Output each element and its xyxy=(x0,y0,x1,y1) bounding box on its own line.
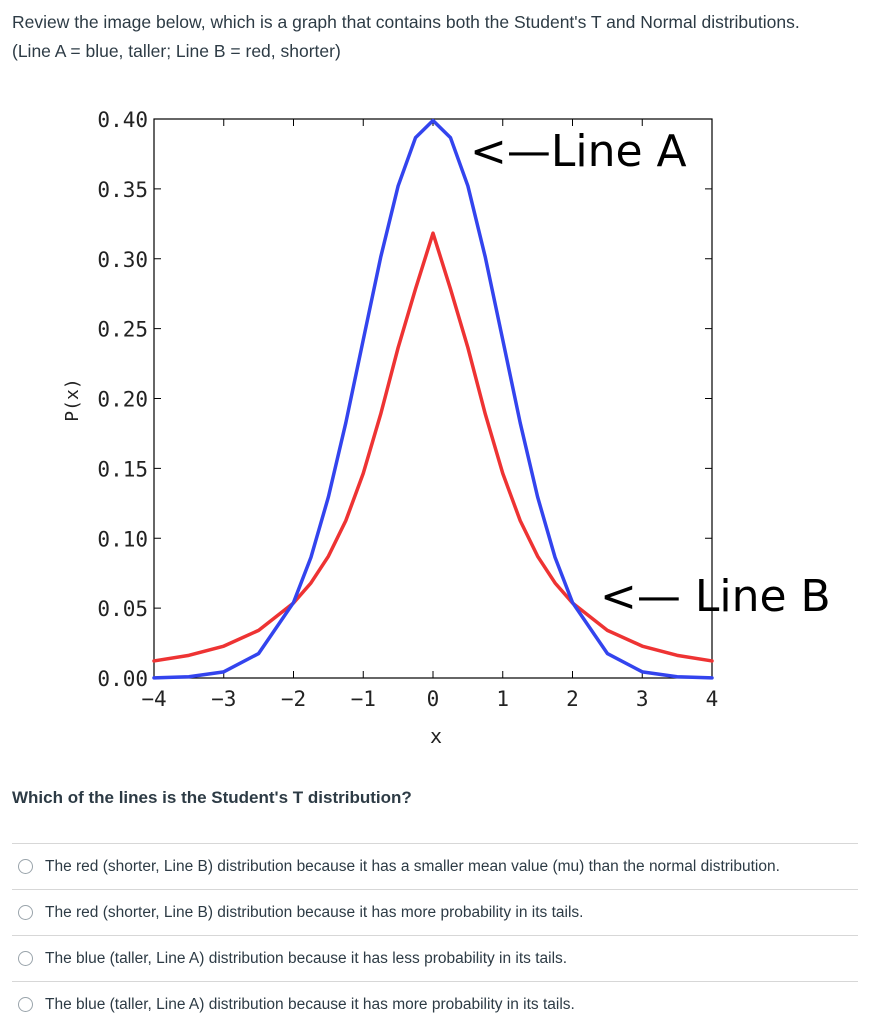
y-tick-label: 0.00 xyxy=(97,667,148,691)
x-tick-labels: −4 −3 −2 −1 0 1 2 3 4 xyxy=(141,687,718,711)
answer-option-2[interactable]: The red (shorter, Line B) distribution b… xyxy=(12,889,858,935)
distribution-chart: 0.000.050.100.150.200.250.300.350.40 −4−… xyxy=(62,108,831,748)
y-tick-label: 0.25 xyxy=(97,318,148,342)
x-tick-label: 3 xyxy=(636,687,649,711)
x-tick-label: 2 xyxy=(566,687,579,711)
y-axis-label: P(x) xyxy=(62,378,83,421)
answer-option-4[interactable]: The blue (taller, Line A) distribution b… xyxy=(12,981,858,1027)
answer-label: The red (shorter, Line B) distribution b… xyxy=(45,903,584,921)
plot-frame xyxy=(153,118,713,679)
answer-label: The blue (taller, Line A) distribution b… xyxy=(45,949,568,967)
radio-button[interactable] xyxy=(18,997,33,1012)
answer-option-1[interactable]: The red (shorter, Line B) distribution b… xyxy=(12,843,858,889)
x-tick-label: 0 xyxy=(427,687,440,711)
y-tick-label: 0.20 xyxy=(97,388,148,412)
question-intro-text: Review the image below, which is a graph… xyxy=(12,12,800,61)
answer-label: The red (shorter, Line B) distribution b… xyxy=(45,857,780,875)
series-lines xyxy=(152,118,714,680)
answer-list: The red (shorter, Line B) distribution b… xyxy=(12,843,858,1027)
y-tick-label: 0.15 xyxy=(97,457,148,481)
radio-button[interactable] xyxy=(18,905,33,920)
y-tick-label: 0.10 xyxy=(97,527,148,551)
y-tick-label: 0.30 xyxy=(97,248,148,272)
y-tick-label: 0.40 xyxy=(97,108,148,132)
y-tick-labels: 0.00 0.05 0.10 0.15 0.20 0.25 0.30 0.35 0.40 xyxy=(97,108,148,691)
answer-option-3[interactable]: The blue (taller, Line A) distribution b… xyxy=(12,935,858,981)
y-tick-label: 0.35 xyxy=(97,178,148,202)
x-tick-label: 1 xyxy=(496,687,509,711)
annotation-line-a: <—Line A xyxy=(470,126,687,177)
radio-button[interactable] xyxy=(18,859,33,874)
x-tick-label: −4 xyxy=(141,687,166,711)
annotation-line-b: <— Line B xyxy=(600,571,831,622)
radio-button[interactable] xyxy=(18,951,33,966)
x-axis-label: x xyxy=(430,724,442,748)
question-text: Which of the lines is the Student's T di… xyxy=(12,788,412,807)
x-tick-label: −2 xyxy=(281,687,306,711)
x-tick-label: −3 xyxy=(211,687,236,711)
answer-label: The blue (taller, Line A) distribution b… xyxy=(45,995,575,1013)
y-tick-label: 0.05 xyxy=(97,597,148,621)
series-line-a xyxy=(152,118,714,680)
x-tick-label: −1 xyxy=(351,687,376,711)
x-tick-label: 4 xyxy=(706,687,719,711)
